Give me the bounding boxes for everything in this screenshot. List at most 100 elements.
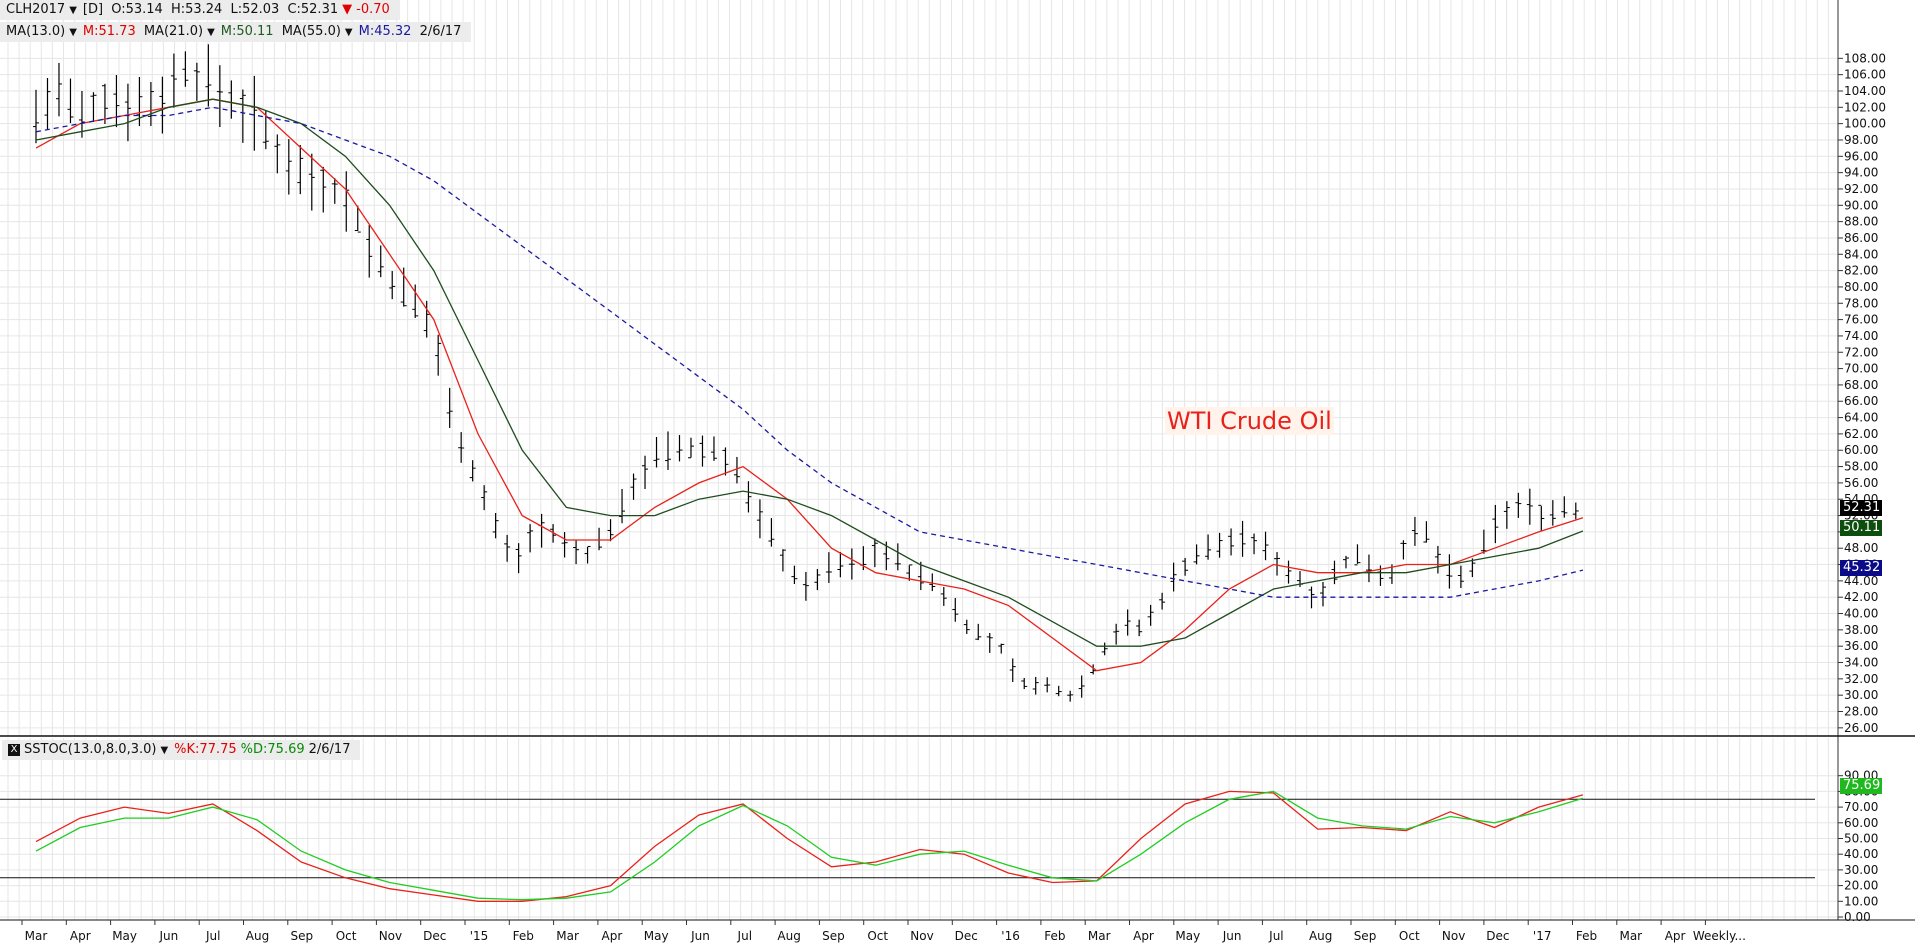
x-tick-label: '17 [1533, 929, 1552, 943]
x-tick-label: Jun [690, 929, 710, 943]
x-tick-label: Apr [70, 929, 91, 943]
stoch-tick-label: 40.00 [1844, 847, 1878, 861]
stoch-tick-label: 70.00 [1844, 800, 1878, 814]
ma21-line [35, 98, 1584, 647]
x-tick-label: '16 [1001, 929, 1020, 943]
symbol-label[interactable]: CLH2017 [6, 2, 66, 17]
y-tick-label: 32.00 [1844, 672, 1878, 686]
x-tick-label: Apr [602, 929, 623, 943]
close-price-tag: 52.31 [1840, 500, 1882, 516]
y-tick-label: 86.00 [1844, 231, 1878, 245]
x-tick-label: May [112, 929, 137, 943]
ma13-value: M:51.73 [82, 24, 136, 39]
stoch-tick-label: 50.00 [1844, 832, 1878, 846]
ma21-label[interactable]: MA(21.0) [143, 24, 204, 39]
y-tick-label: 58.00 [1844, 460, 1878, 474]
open-value: O:53.14 [111, 2, 163, 17]
y-tick-label: 98.00 [1844, 133, 1878, 147]
y-tick-label: 42.00 [1844, 590, 1878, 604]
header-date: 2/6/17 [419, 24, 462, 39]
x-tick-label: Nov [379, 929, 402, 943]
x-tick-label: Apr [1665, 929, 1686, 943]
stoch-panel-bg [0, 738, 1838, 920]
stoch-tick-label: 10.00 [1844, 894, 1878, 908]
x-tick-label: Feb [1044, 929, 1065, 943]
y-tick-label: 60.00 [1844, 443, 1878, 457]
ma21-price-tag: 50.11 [1840, 520, 1882, 536]
x-tick-label: Jul [1268, 929, 1283, 943]
y-tick-label: 62.00 [1844, 427, 1878, 441]
close-value: C:52.31 [287, 2, 339, 17]
y-tick-label: 44.00 [1844, 574, 1878, 588]
y-tick-label: 74.00 [1844, 329, 1878, 343]
x-tick-label: Mar [25, 929, 48, 943]
x-tick-label: Oct [336, 929, 357, 943]
period-label: [D] [82, 2, 104, 17]
ma13-label[interactable]: MA(13.0) [6, 24, 66, 39]
stoch-tick-label: 60.00 [1844, 816, 1878, 830]
ma21-value: M:50.11 [220, 24, 274, 39]
x-tick-label: Dec [955, 929, 978, 943]
x-tick-label: Aug [1309, 929, 1332, 943]
change-value: -0.70 [356, 2, 390, 17]
y-tick-label: 94.00 [1844, 166, 1878, 180]
y-tick-label: 104.00 [1844, 84, 1886, 98]
x-tick-label: Aug [777, 929, 800, 943]
x-tick-label: Mar [1619, 929, 1642, 943]
stoch-d-line [35, 790, 1584, 901]
x-tick-label: May [644, 929, 669, 943]
x-tick-label: Sep [822, 929, 845, 943]
y-tick-label: 66.00 [1844, 394, 1878, 408]
y-tick-label: 68.00 [1844, 378, 1878, 392]
x-tick-label: '15 [470, 929, 489, 943]
stoch-d-tag: 75.69 [1840, 778, 1882, 794]
y-tick-label: 72.00 [1844, 345, 1878, 359]
x-tick-label: Mar [1088, 929, 1111, 943]
ma-header: MA(13.0) ▼ M:51.73 MA(21.0) ▼ M:50.11 MA(55.… [0, 22, 472, 42]
ma13-dropdown-icon[interactable]: ▼ [69, 27, 77, 38]
y-tick-label: 26.00 [1844, 721, 1878, 735]
y-tick-label: 40.00 [1844, 607, 1878, 621]
ma55-value: M:45.32 [358, 24, 412, 39]
stoch-d-value: %D:75.69 [240, 742, 305, 757]
stoch-dropdown-icon[interactable]: ▼ [160, 745, 169, 756]
price-header: CLH2017 ▼ [D] O:53.14 H:53.24 L:52.03 C:52… [0, 0, 400, 20]
y-tick-label: 88.00 [1844, 215, 1878, 229]
stoch-tick-label: 0.00 [1844, 910, 1871, 924]
stoch-tick-label: 20.00 [1844, 879, 1878, 893]
stoch-date: 2/6/17 [308, 742, 351, 757]
y-tick-label: 106.00 [1844, 68, 1886, 82]
y-tick-label: 30.00 [1844, 688, 1878, 702]
low-value: L:52.03 [230, 2, 280, 17]
y-tick-label: 76.00 [1844, 313, 1878, 327]
chart-annotation: WTI Crude Oil [1165, 407, 1334, 435]
symbol-dropdown-icon[interactable]: ▼ [69, 5, 77, 16]
x-tick-label: Dec [1486, 929, 1509, 943]
x-tick-label: Sep [1354, 929, 1377, 943]
close-panel-icon[interactable]: X [8, 743, 20, 756]
x-tick-label: Weekly... [1693, 929, 1746, 943]
stoch-k-line [35, 790, 1584, 902]
x-tick-label: Apr [1133, 929, 1154, 943]
x-tick-label: Jun [159, 929, 179, 943]
x-tick-label: Dec [423, 929, 446, 943]
y-tick-label: 78.00 [1844, 296, 1878, 310]
stoch-label[interactable]: SSTOC(13.0,8.0,3.0) [24, 742, 157, 757]
y-tick-label: 70.00 [1844, 362, 1878, 376]
ma55-label[interactable]: MA(55.0) [281, 24, 341, 39]
stoch-k-value: %K:77.75 [174, 742, 237, 757]
y-tick-label: 80.00 [1844, 280, 1878, 294]
y-tick-label: 96.00 [1844, 149, 1878, 163]
y-tick-label: 108.00 [1844, 51, 1886, 65]
x-tick-label: Nov [1442, 929, 1465, 943]
ma55-dropdown-icon[interactable]: ▼ [344, 27, 353, 38]
ma55-price-tag: 45.32 [1840, 560, 1882, 576]
x-tick-label: May [1175, 929, 1200, 943]
x-tick-label: Feb [1576, 929, 1597, 943]
x-tick-label: Oct [1399, 929, 1420, 943]
high-value: H:53.24 [170, 2, 223, 17]
x-tick-label: Feb [513, 929, 534, 943]
ma21-dropdown-icon[interactable]: ▼ [207, 27, 215, 38]
x-tick-label: Aug [246, 929, 269, 943]
